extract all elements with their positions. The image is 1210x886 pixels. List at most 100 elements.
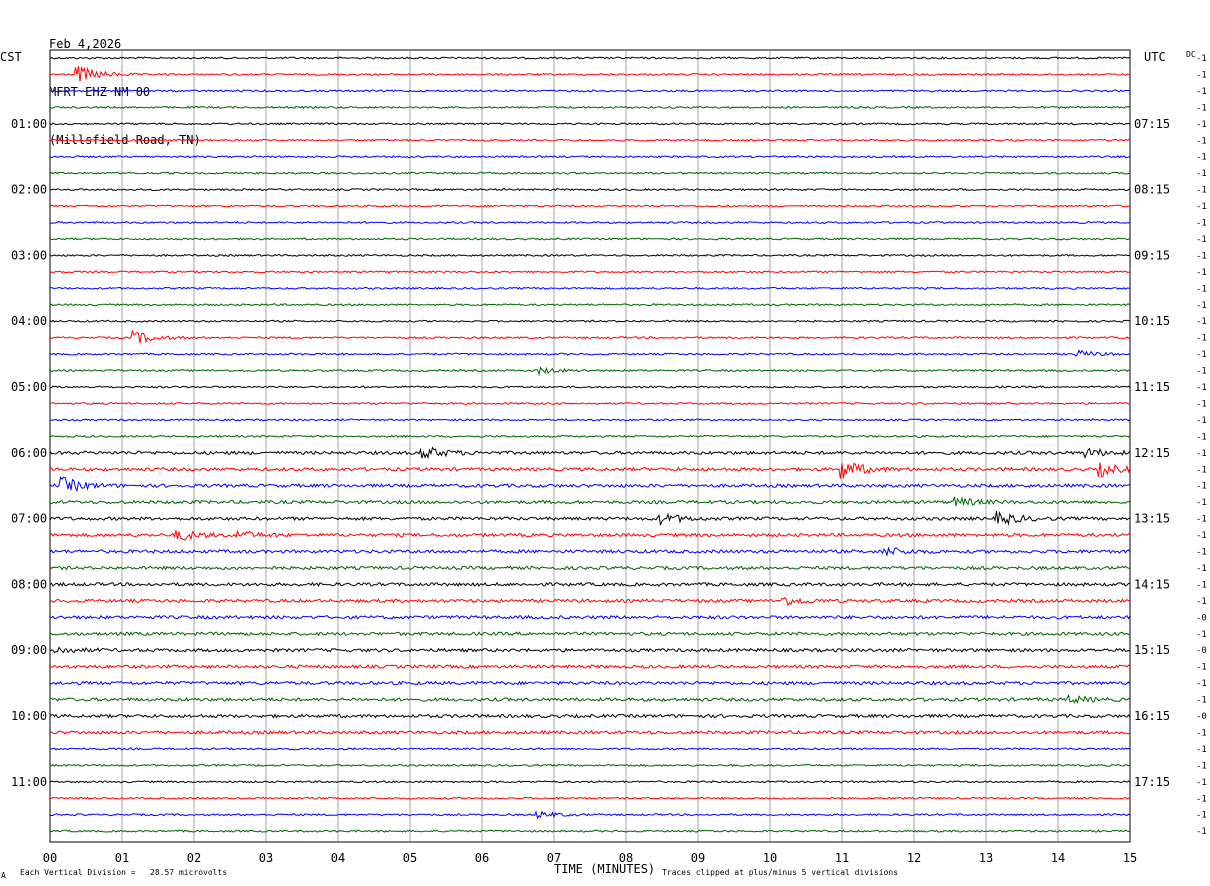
trace-34 — [49, 614, 1131, 620]
left-hour-07:00: 07:00 — [11, 512, 47, 526]
offset-label-39: -1 — [1196, 696, 1207, 706]
trace-23 — [49, 434, 1131, 438]
offset-label-14: -1 — [1196, 284, 1207, 294]
offset-label-7: -1 — [1196, 169, 1207, 179]
offset-label-24: -1 — [1196, 449, 1207, 459]
right-hour-15:15: 15:15 — [1134, 643, 1170, 657]
offset-label-47: -1 — [1196, 827, 1207, 837]
offset-label-11: -1 — [1196, 235, 1207, 245]
trace-4 — [49, 122, 1131, 126]
offset-label-26: -1 — [1196, 482, 1207, 492]
trace-46 — [49, 810, 1131, 820]
offset-label-2: -1 — [1196, 87, 1207, 97]
offset-label-34: -0 — [1196, 613, 1207, 623]
trace-offset-labels: -1 -1 -1 -1 -1 -1 -1 -1 -1 -1 -1 -1 -1 -1 -1 -1 -1 -1 -1 -1… — [1196, 54, 1207, 837]
x-tick-04: 04 — [331, 851, 345, 865]
trace-2 — [50, 89, 1131, 93]
trace-6 — [49, 155, 1131, 159]
trace-25 — [49, 462, 1131, 479]
offset-label-15: -1 — [1196, 301, 1207, 311]
trace-10 — [49, 220, 1131, 225]
trace-21 — [49, 401, 1131, 405]
left-hour-04:00: 04:00 — [11, 314, 47, 328]
offset-label-27: -1 — [1196, 498, 1207, 508]
offset-label-9: -1 — [1196, 202, 1207, 212]
trace-30 — [49, 546, 1131, 557]
offset-label-10: -1 — [1196, 219, 1207, 229]
clip-note: Traces clipped at plus/minus 5 vertical … — [662, 868, 898, 877]
right-hour-17:15: 17:15 — [1134, 775, 1170, 789]
left-hour-11:00: 11:00 — [11, 775, 47, 789]
left-hour-06:00: 06:00 — [11, 446, 47, 460]
left-hour-02:00: 02:00 — [11, 183, 47, 197]
offset-label-43: -1 — [1196, 761, 1207, 771]
trace-44 — [49, 780, 1131, 784]
right-hour-13:15: 13:15 — [1134, 512, 1170, 526]
trace-31 — [49, 565, 1131, 571]
trace-16 — [49, 319, 1131, 323]
trace-38 — [49, 680, 1131, 686]
x-axis-title: TIME (MINUTES) — [554, 862, 655, 876]
trace-37 — [49, 664, 1131, 670]
trace-47 — [49, 829, 1131, 833]
offset-label-32: -1 — [1196, 580, 1207, 590]
left-timezone: CST — [0, 50, 22, 64]
offset-label-25: -1 — [1196, 465, 1207, 475]
x-tick-07: 07 — [547, 851, 561, 865]
x-tick-08: 08 — [619, 851, 633, 865]
x-tick-15: 15 — [1123, 851, 1137, 865]
x-tick-06: 06 — [475, 851, 489, 865]
trace-26 — [49, 476, 1131, 493]
corner-mark: A — [1, 871, 6, 880]
right-timezone: UTC — [1144, 50, 1166, 64]
x-tick-05: 05 — [403, 851, 417, 865]
right-hour-12:15: 12:15 — [1134, 446, 1170, 460]
trace-33 — [50, 596, 1131, 607]
x-tick-01: 01 — [115, 851, 129, 865]
offset-label-4: -1 — [1196, 120, 1207, 130]
offset-label-16: -1 — [1196, 317, 1207, 327]
trace-13 — [49, 270, 1131, 274]
x-tick-11: 11 — [835, 851, 849, 865]
trace-19 — [49, 366, 1131, 377]
x-tick-02: 02 — [187, 851, 201, 865]
offset-label-3: -1 — [1196, 103, 1207, 113]
trace-39 — [49, 693, 1131, 705]
dc-label: DC — [1186, 50, 1196, 59]
trace-0 — [49, 56, 1131, 60]
trace-5 — [49, 138, 1131, 142]
scale-note: Each Vertical Division = 28.57 microvolt… — [20, 868, 227, 877]
right-hour-16:15: 16:15 — [1134, 709, 1170, 723]
left-hour-09:00: 09:00 — [11, 643, 47, 657]
trace-17 — [49, 329, 1131, 344]
offset-label-30: -1 — [1196, 548, 1207, 558]
offset-label-0: -1 — [1196, 54, 1207, 64]
trace-20 — [49, 385, 1131, 389]
offset-label-46: -1 — [1196, 811, 1207, 821]
offset-label-44: -1 — [1196, 778, 1207, 788]
trace-3 — [49, 105, 1131, 109]
offset-label-35: -1 — [1196, 630, 1207, 640]
x-tick-10: 10 — [763, 851, 777, 865]
x-tick-labels: 00 01 02 03 04 05 06 07 08 09 10 11 12 13 14 15 — [43, 851, 1137, 865]
trace-29 — [49, 529, 1131, 541]
offset-label-28: -1 — [1196, 515, 1207, 525]
offset-label-5: -1 — [1196, 136, 1207, 146]
left-hour-10:00: 10:00 — [11, 709, 47, 723]
offset-label-40: -0 — [1196, 712, 1207, 722]
trace-22 — [49, 418, 1131, 422]
offset-label-19: -1 — [1196, 367, 1207, 377]
right-hour-09:15: 09:15 — [1134, 248, 1170, 262]
offset-label-20: -1 — [1196, 383, 1207, 393]
x-tick-09: 09 — [691, 851, 705, 865]
trace-7 — [49, 171, 1131, 175]
left-hour-03:00: 03:00 — [11, 248, 47, 262]
right-hour-labels: 07:15 08:15 09:15 10:15 11:15 12:15 13:15 14:15… — [1134, 117, 1170, 789]
trace-35 — [49, 631, 1131, 637]
trace-41 — [49, 729, 1131, 735]
trace-18 — [49, 349, 1131, 357]
offset-label-29: -1 — [1196, 531, 1207, 541]
offset-label-6: -1 — [1196, 153, 1207, 163]
offset-label-17: -1 — [1196, 334, 1207, 344]
